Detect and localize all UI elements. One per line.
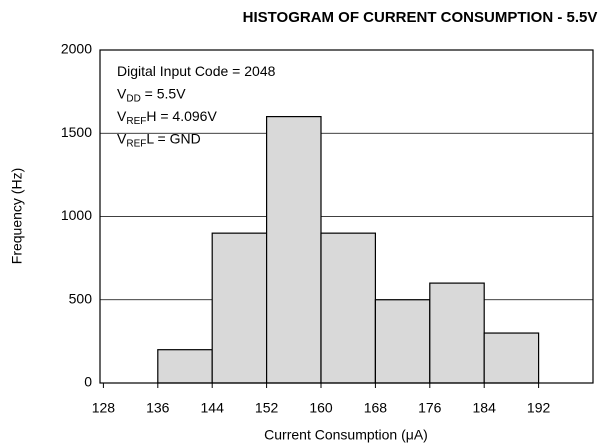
annotation: VREFL = GND — [117, 130, 201, 149]
annotation: VREFH = 4.096V — [117, 108, 217, 127]
annotation-text: = 5.5V — [141, 85, 186, 101]
bar — [483, 332, 540, 384]
y-tick-label: 0 — [84, 374, 92, 390]
annotation-subscript: REF — [126, 116, 146, 127]
annotation-text: Digital Input Code = 2048 — [117, 63, 276, 79]
annotation-subscript: DD — [126, 93, 140, 104]
annotation-text: V — [117, 130, 127, 146]
x-tick-label: 160 — [309, 400, 333, 416]
annotation-text: H = 4.096V — [146, 108, 217, 124]
x-tick-label: 152 — [255, 400, 279, 416]
x-tick-label: 128 — [92, 400, 116, 416]
annotation-subscript: REF — [126, 138, 146, 149]
bar — [266, 115, 322, 384]
y-tick-label: 1000 — [61, 207, 92, 223]
bar — [429, 282, 485, 384]
x-tick-label: 176 — [418, 400, 442, 416]
x-tick-label: 192 — [527, 400, 551, 416]
annotation-text: V — [117, 85, 127, 101]
x-tick-label: 136 — [146, 400, 170, 416]
annotation: VDD = 5.5V — [117, 85, 186, 104]
y-tick-label: 2000 — [61, 41, 92, 57]
y-tick-label: 500 — [69, 290, 93, 306]
y-tick-label: 1500 — [61, 124, 92, 140]
bar — [320, 232, 377, 384]
annotation-text: V — [117, 108, 127, 124]
bar — [374, 299, 431, 384]
bar — [157, 349, 213, 384]
annotation-text: L = GND — [146, 130, 200, 146]
x-axis-label: Current Consumption (μA) — [264, 427, 428, 443]
x-tick-label: 144 — [201, 400, 225, 416]
x-tick-label: 168 — [364, 400, 388, 416]
plot-frame — [99, 49, 594, 384]
annotation: Digital Input Code = 2048 — [117, 63, 276, 79]
y-axis-label: Frequency (Hz) — [9, 168, 25, 264]
chart-title: HISTOGRAM OF CURRENT CONSUMPTION - 5.5V — [243, 9, 598, 26]
bar — [211, 232, 268, 384]
x-tick-label: 184 — [473, 400, 497, 416]
